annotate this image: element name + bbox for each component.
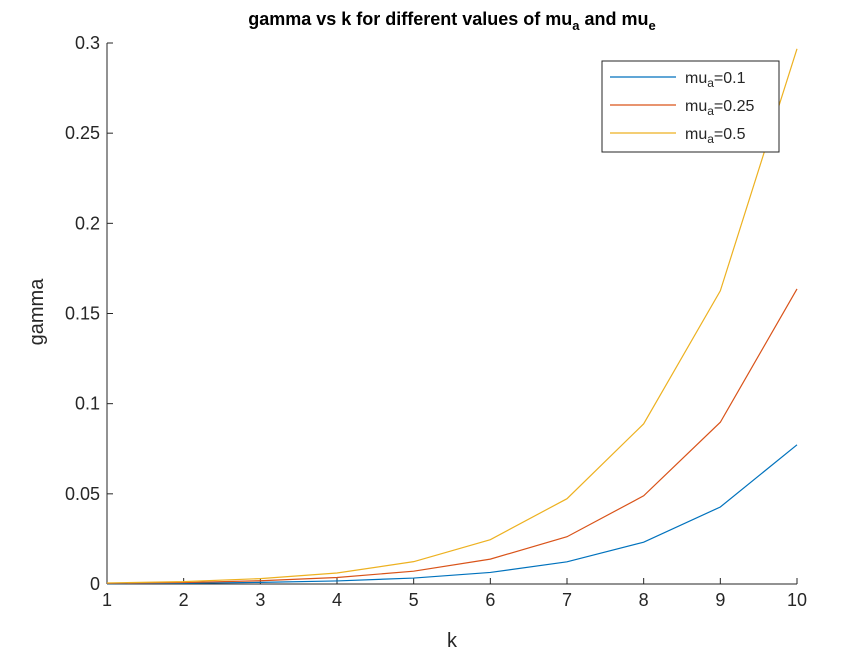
series-line-2 (106, 288, 798, 584)
y-tick-label: 0.2 (75, 213, 100, 233)
chart-title: gamma vs k for different values of mua a… (248, 9, 656, 33)
x-tick-label: 10 (787, 590, 807, 610)
x-tick-label: 5 (409, 590, 419, 610)
legend-box (601, 60, 780, 153)
x-tick-label: 7 (562, 590, 572, 610)
legend: mua=0.1 mua=0.25 mua=0.5 (601, 60, 780, 153)
x-axis-label: k (447, 630, 458, 651)
legend-label-2: mua=0.25 (685, 98, 755, 118)
series-line-3 (106, 48, 798, 584)
x-tick-label: 3 (255, 590, 265, 610)
y-tick-label: 0.15 (65, 304, 100, 324)
x-tick-label: 1 (102, 590, 112, 610)
chart-title-sub2: e (649, 18, 656, 33)
x-tick-label: 4 (332, 590, 342, 610)
series-lines (106, 48, 798, 585)
y-axis-label: gamma (26, 278, 48, 346)
legend-label-1: mua=0.1 (685, 70, 746, 90)
x-tick-label: 6 (485, 590, 495, 610)
chart-title-prefix: gamma vs k for different values of mu (248, 9, 572, 29)
x-tick-label: 2 (179, 590, 189, 610)
x-tick-label: 9 (715, 590, 725, 610)
y-tick-label: 0 (90, 574, 100, 594)
chart-title-middle: and mu (580, 9, 649, 29)
y-tick-label: 0.05 (65, 484, 100, 504)
y-tick-label: 0.3 (75, 33, 100, 53)
x-tick-label: 8 (639, 590, 649, 610)
y-tick-label: 0.1 (75, 394, 100, 414)
legend-label-3: mua=0.5 (685, 126, 746, 146)
series-line-1 (106, 444, 798, 585)
ticks: 1 2 3 4 5 6 7 8 9 10 0 0.05 0.1 0.15 0.2 0.25 0.3 (65, 33, 807, 610)
y-tick-label: 0.25 (65, 123, 100, 143)
chart-title-sub1: a (572, 18, 580, 33)
